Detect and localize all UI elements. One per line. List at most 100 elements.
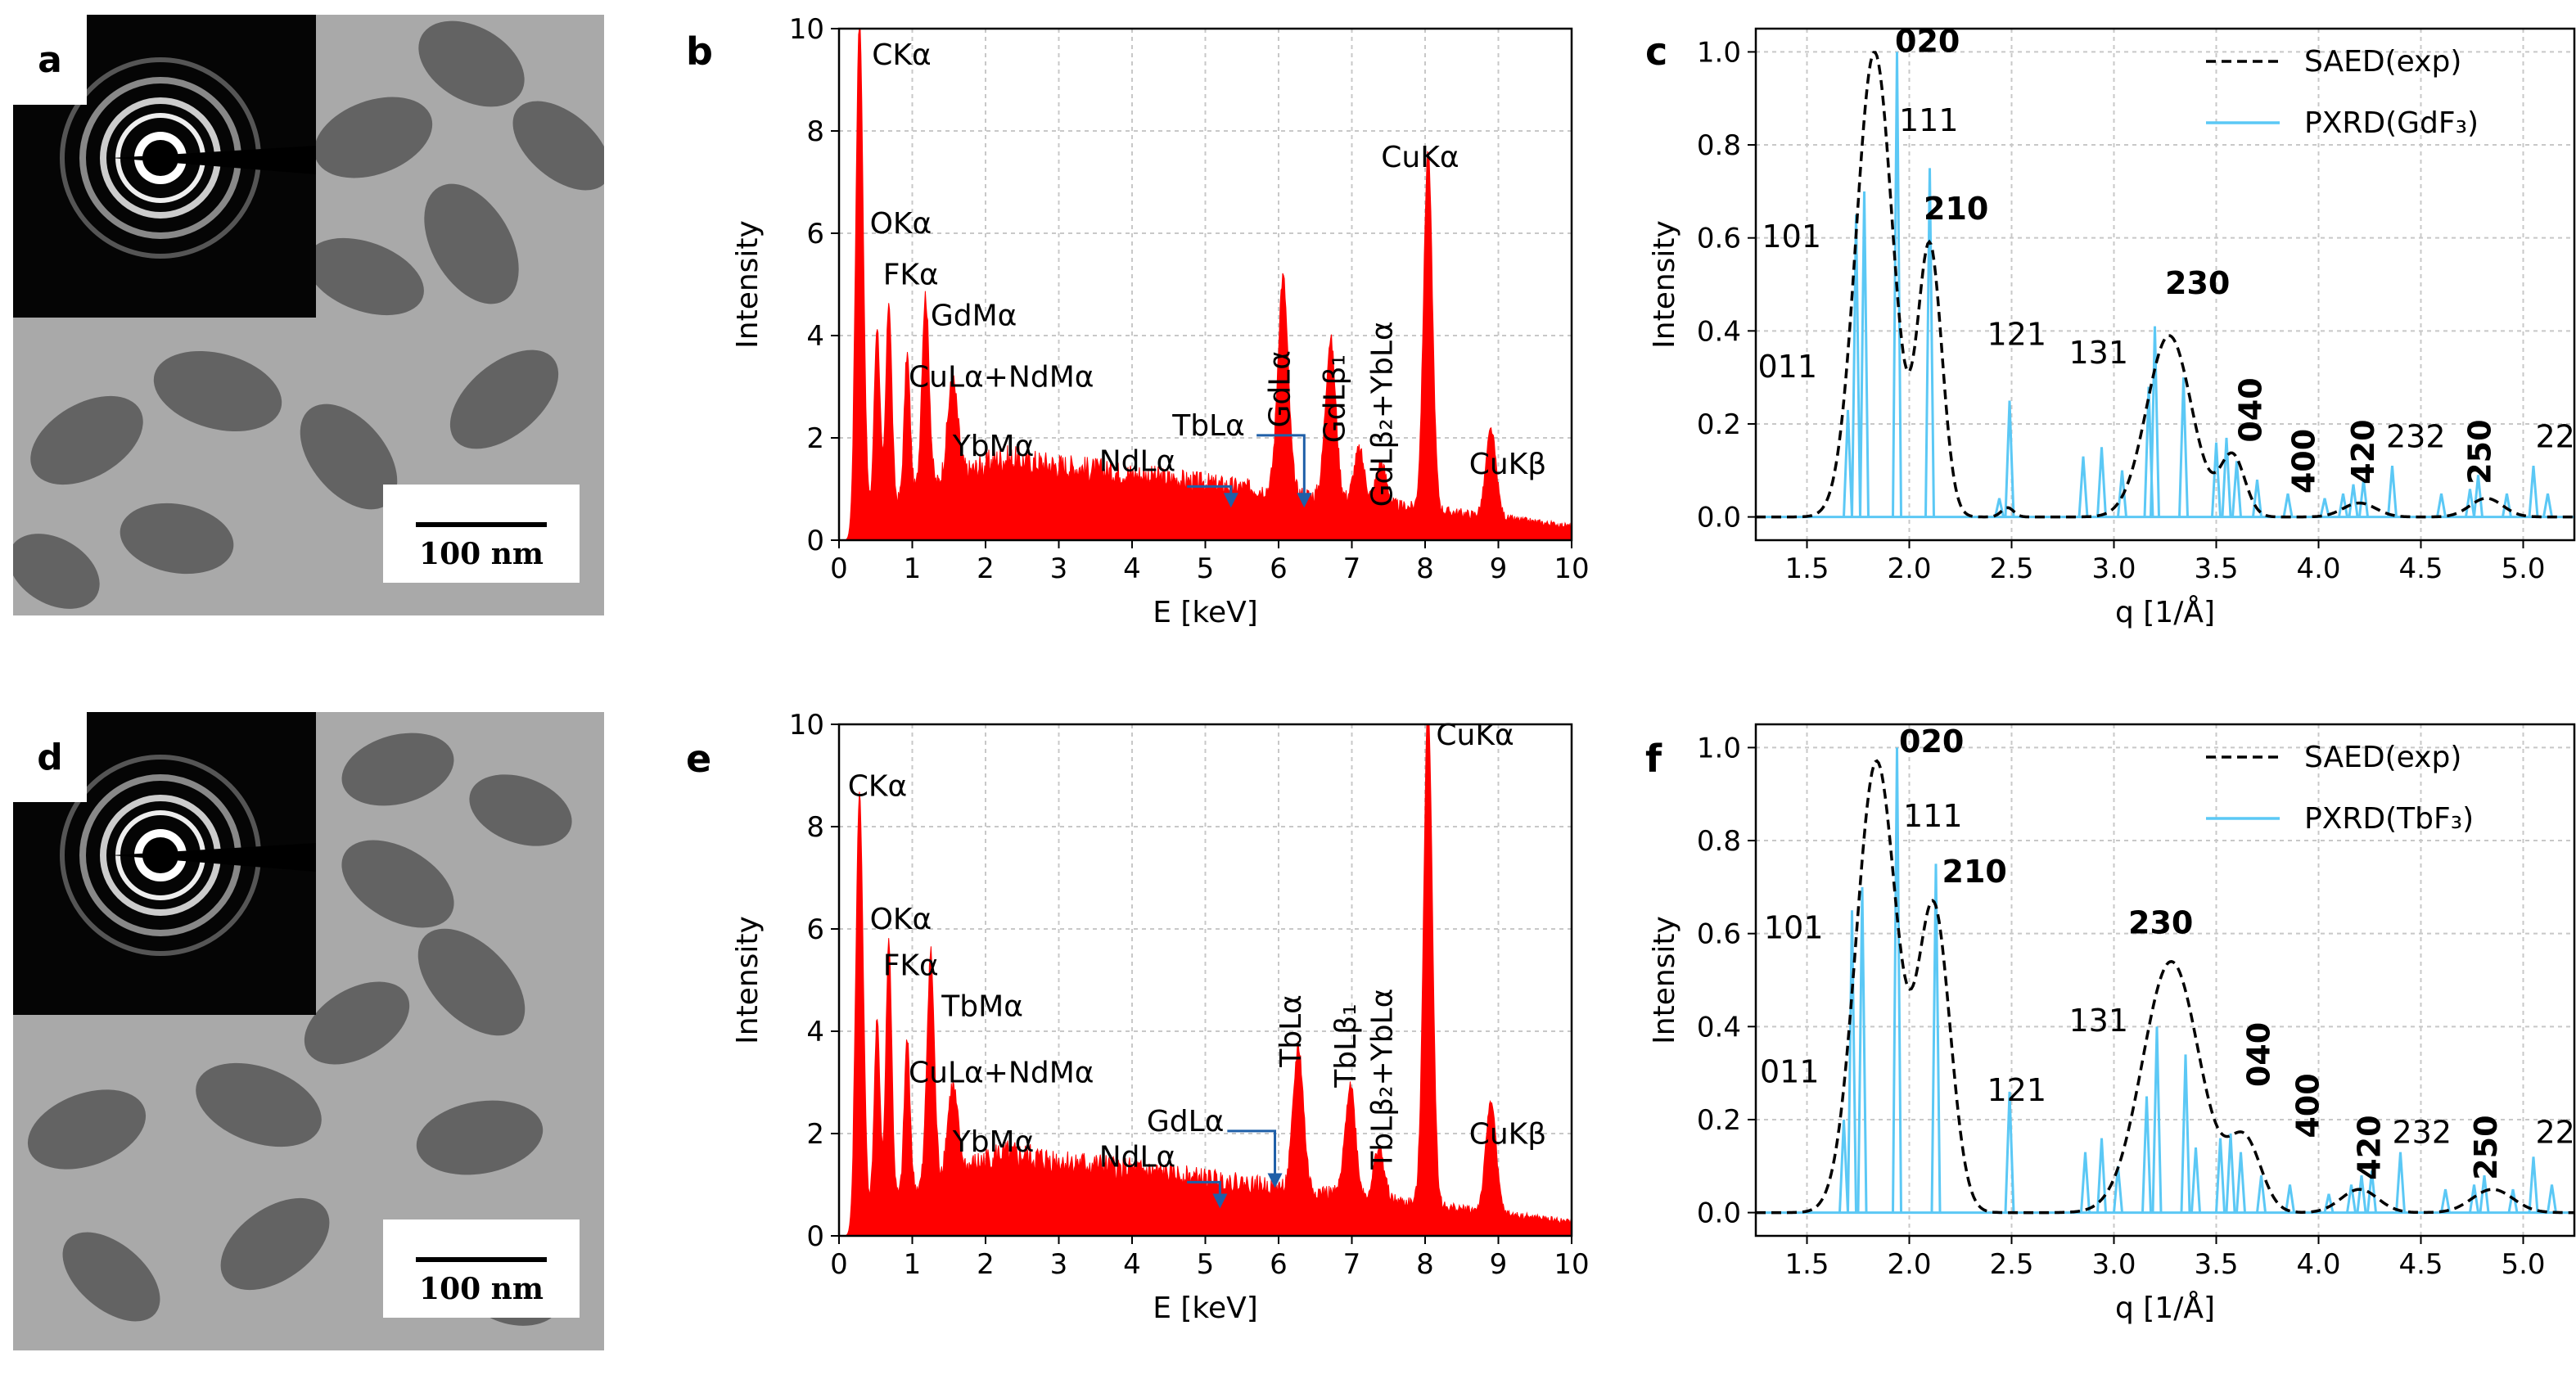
pxrd-stick	[2256, 1174, 2267, 1213]
peak-label: GdLα	[1147, 1105, 1225, 1138]
peak-label: FKα	[883, 949, 939, 982]
pxrd-stick	[1859, 191, 1870, 517]
pxrd-stick	[2338, 493, 2348, 517]
x-tick-label: 1.5	[1784, 552, 1829, 585]
pxrd-stick	[2180, 1054, 2191, 1213]
x-tick-label: 2	[977, 1248, 995, 1281]
diffraction-chart-c: 1.5 2.0 2.5 3.0 3.5 4.0 4.5 5.0 0.0 0.2 0.4 0.6 0.8 1…	[1648, 23, 2576, 629]
y-tick-label: 2	[806, 1118, 824, 1151]
pxrd-stick	[2348, 484, 2359, 517]
pxrd-stick	[2479, 1174, 2490, 1213]
hkl-label-rotated: 420	[2352, 1115, 2388, 1179]
hkl-label: 111	[1899, 102, 1959, 138]
x-tick-label: 3	[1050, 1248, 1068, 1281]
y-tick-label: 10	[789, 709, 824, 742]
legend-label: PXRD(GdF₃)	[2304, 106, 2479, 140]
x-axis-label: E [keV]	[1153, 596, 1258, 629]
hkl-label-rotated: 040	[2241, 1022, 2277, 1087]
hkl-label: 210	[1924, 191, 1988, 227]
hkl-label: 131	[2069, 1003, 2129, 1039]
pxrd-stick	[2141, 1096, 2152, 1213]
arrow-line	[1227, 1129, 1277, 1175]
hkl-label-rotated: 400	[2290, 1073, 2326, 1138]
pxrd-stick	[2077, 456, 2089, 517]
x-tick-label: 4.5	[2398, 552, 2443, 585]
y-tick-label: 1.0	[1697, 36, 1741, 69]
y-tick-label: 0	[806, 525, 824, 557]
pxrd-stick	[2528, 465, 2539, 517]
x-tick-label: 9	[1490, 552, 1508, 585]
peak-label-rotated: GdLβ₁	[1319, 354, 1352, 443]
arrow-head	[1223, 493, 1238, 508]
y-axis-label: Intensity	[731, 916, 765, 1044]
pxrd-stick	[2178, 377, 2189, 517]
pxrd-stick	[2004, 400, 2015, 517]
tem-particles	[13, 20, 604, 609]
pxrd-stick	[2542, 493, 2553, 517]
panel-letter-f: f	[1645, 737, 1662, 781]
x-tick-label: 4	[1123, 1248, 1141, 1281]
x-tick-label: 1.5	[1784, 1248, 1829, 1281]
x-tick-label: 2.5	[1989, 1248, 2033, 1281]
peak-label-rotated: TbLβ₂+YbLα	[1366, 989, 1400, 1170]
x-tick-label: 3.0	[2091, 552, 2136, 585]
peak-label-rotated: TbLα	[1274, 994, 1308, 1068]
diffraction-chart-f: 1.5 2.0 2.5 3.0 3.5 4.0 4.5 5.0 0.0 0.2 0.4 0.6 0.8 1…	[1648, 723, 2576, 1325]
peak-label: CuKβ	[1469, 448, 1547, 481]
pxrd-stick	[2387, 465, 2398, 517]
pxrd-stick	[2285, 1184, 2295, 1213]
pxrd-stick	[1994, 498, 2005, 517]
y-tick-label: 0.2	[1697, 408, 1741, 441]
pxrd-stick	[2436, 493, 2447, 517]
plot-frame	[1754, 723, 2576, 1237]
x-tick-label: 7	[1343, 552, 1361, 585]
pxrd-stick	[2215, 1138, 2226, 1213]
pxrd-stick	[2221, 437, 2232, 517]
x-tick-label: 3.5	[2194, 552, 2238, 585]
eds-chart-b: 0 1 2 3 4 5 6 7 8 9 10 0 2 4 6 8 10 E [keV] Intensity CKα OK…	[731, 13, 1590, 629]
hkl-label: 210	[1942, 854, 2007, 890]
x-tick-label: 4.0	[2296, 1248, 2340, 1281]
x-tick-label: 0	[830, 552, 848, 585]
y-tick-label: 0.4	[1697, 1011, 1741, 1044]
scale-bar-label: 100 nm	[419, 537, 544, 571]
pxrd-stick	[1892, 747, 1902, 1213]
scale-bar-label: 100 nm	[419, 1272, 544, 1306]
x-tick-label: 10	[1554, 1248, 1589, 1281]
pxrd-stick	[2004, 1091, 2015, 1213]
x-tick-label: 8	[1416, 552, 1434, 585]
pxrd-stick	[2117, 470, 2127, 517]
hkl-label-rotated: 400	[2286, 429, 2322, 494]
legend-label: PXRD(TbF₃)	[2304, 802, 2474, 836]
panel-letter-b: b	[686, 29, 713, 74]
y-tick-label: 1.0	[1697, 732, 1741, 764]
hkl-label-rotated: 250	[2462, 419, 2498, 484]
hkl-label: 230	[2165, 265, 2230, 301]
peak-label: OKα	[870, 207, 932, 241]
hkl-label: 121	[1987, 1072, 2047, 1108]
spectrum-area	[839, 724, 1572, 1237]
y-tick-label: 0.4	[1697, 315, 1741, 348]
hkl-label: 101	[1764, 909, 1824, 945]
pxrd-stick	[2323, 1193, 2335, 1213]
y-tick-label: 2	[806, 422, 824, 455]
pxrd-stick	[2465, 489, 2475, 517]
peak-label: CKα	[872, 38, 931, 72]
x-tick-label: 1	[904, 1248, 922, 1281]
pxrd-stick	[2319, 498, 2330, 517]
hkl-label: 020	[1899, 724, 1964, 760]
tem-image-a: a 100 nm	[13, 15, 604, 615]
peak-label-rotated: GdLβ₂+YbLα	[1366, 321, 1400, 507]
pxrd-stick	[1856, 886, 1868, 1213]
plot-frame	[837, 723, 1573, 1237]
pxrd-stick	[1847, 910, 1857, 1213]
scale-bar-line	[416, 1257, 547, 1262]
scale-bar-a: 100 nm	[383, 485, 580, 583]
y-tick-label: 8	[806, 811, 824, 844]
pxrd-stick	[1838, 1119, 1849, 1213]
pxrd-stick	[2358, 479, 2369, 517]
panel-letter-a: a	[13, 15, 87, 105]
peak-label-rotated: TbLβ₁	[1329, 1003, 1363, 1088]
x-tick-label: 6	[1270, 552, 1288, 585]
arrow-line	[1256, 434, 1306, 495]
